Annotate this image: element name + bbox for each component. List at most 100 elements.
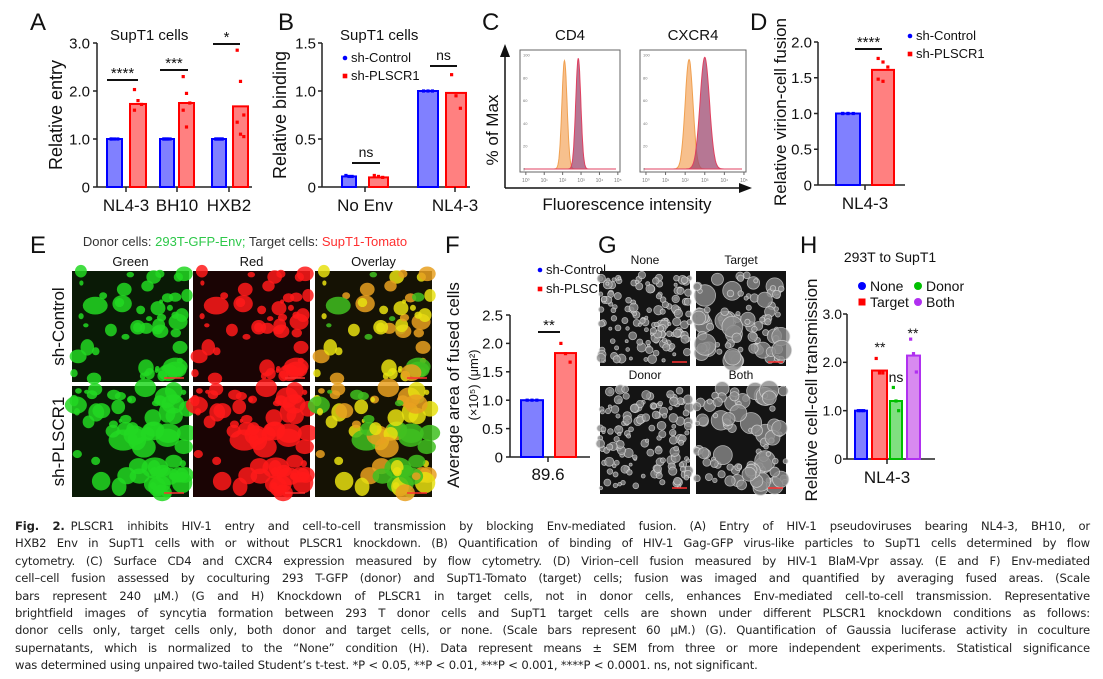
cell	[653, 464, 662, 474]
histogram-curve	[644, 56, 742, 170]
legend-label: Target	[870, 294, 909, 310]
bar-blue-bh10	[159, 138, 175, 188]
histogram-cd4: CD4 10⁰ 10¹ 10² 10³ 10⁴ 10⁵ 0 20 40 60 80 100	[519, 27, 622, 184]
cell	[711, 272, 724, 286]
cell-blob	[331, 383, 346, 396]
data-point	[874, 356, 878, 361]
y-axis-label: Relative entry	[46, 60, 66, 170]
arrow-head-right	[739, 183, 752, 193]
cell-blob	[287, 304, 294, 311]
significance-label: ****	[111, 65, 135, 82]
bar-sh-control-nl4-3	[835, 112, 861, 186]
cell	[692, 282, 702, 291]
cell-blob	[91, 456, 101, 466]
bar-target-nl4-3	[871, 369, 888, 460]
title-prefix: Donor cells:	[83, 234, 155, 249]
cell	[641, 413, 651, 422]
cell-blob	[370, 396, 376, 403]
cell-blob	[72, 450, 82, 459]
cell	[617, 481, 622, 487]
cell	[745, 304, 752, 311]
cell	[598, 485, 604, 491]
cell	[632, 454, 638, 460]
cell	[680, 334, 690, 344]
cell-blob	[212, 471, 232, 491]
data-point	[559, 341, 563, 345]
cell-blob	[78, 313, 84, 320]
cell-blob	[82, 415, 95, 429]
data-point	[238, 79, 243, 83]
cell-blob	[266, 316, 274, 322]
y-tick-label: 2.0	[791, 34, 812, 51]
cell	[666, 330, 673, 337]
cell	[661, 337, 668, 343]
cell	[607, 290, 615, 298]
data-point	[563, 352, 568, 356]
cell	[748, 343, 759, 354]
cell	[724, 348, 742, 366]
cell	[645, 345, 654, 354]
cell	[668, 466, 678, 476]
cell-blob	[149, 466, 159, 477]
cell-blob	[397, 368, 402, 373]
significance-label: ns	[359, 144, 374, 160]
cell	[697, 447, 710, 460]
cell-blob	[155, 467, 181, 486]
cell-blob	[270, 466, 280, 477]
chart-d: 0 0.5 1.0 1.5 2.0 NL4-3 **** Relative virion-ce…	[771, 18, 985, 213]
y-tick-label: 20	[523, 144, 528, 149]
cell	[606, 468, 614, 475]
cell	[683, 394, 694, 405]
donor-label: 293T-GFP-Env;	[155, 234, 245, 249]
microscopy-image-overlay	[312, 264, 436, 385]
cell	[646, 307, 652, 313]
legend-marker-circle	[914, 298, 922, 306]
cell-blob	[175, 308, 189, 322]
cell-blob	[401, 364, 422, 381]
cell-blob	[232, 477, 248, 496]
cell	[703, 306, 711, 314]
x-tick-label: 10¹	[541, 178, 549, 184]
data-point	[162, 137, 166, 141]
cell	[637, 271, 646, 280]
cell-blob	[387, 409, 405, 427]
cell-blob	[359, 282, 375, 297]
cell	[685, 310, 693, 318]
cell	[693, 474, 701, 483]
y-tick-label: 1.0	[295, 83, 316, 100]
cell	[595, 439, 605, 449]
legend-marker-square	[537, 286, 543, 292]
caption-line: supernatants, which is normalized to the…	[15, 640, 1090, 655]
y-tick-label: 1.5	[791, 70, 812, 87]
cell-blob	[203, 415, 216, 429]
cell	[759, 316, 766, 323]
cell-blob	[334, 471, 354, 491]
column-label-green: Green	[112, 254, 148, 269]
x-tick-label: 89.6	[531, 465, 564, 484]
cell	[726, 289, 735, 298]
cell-blob	[136, 305, 146, 315]
data-point	[217, 137, 221, 141]
y-tick-label: 1.5	[482, 364, 503, 381]
data-point	[168, 137, 172, 141]
cell	[636, 338, 644, 346]
legend-label: None	[870, 278, 904, 294]
y-tick-label: 0	[834, 451, 842, 467]
data-point	[372, 173, 376, 178]
bar-red-hxb2	[232, 105, 249, 188]
cell	[608, 326, 613, 331]
cell	[777, 285, 785, 293]
column-label-red: Red	[240, 254, 264, 269]
cell	[645, 281, 651, 287]
cell-blob	[351, 420, 361, 429]
cell-blob	[139, 372, 146, 380]
data-point	[426, 89, 430, 93]
y-tick-label: 1.0	[69, 131, 90, 148]
data-point	[881, 371, 885, 375]
cell	[655, 293, 662, 300]
caption-line: Fig. 2. PLSCR1 inhibits HIV-1 entry and c…	[15, 518, 1090, 535]
cell-blob	[377, 378, 400, 398]
cell	[617, 431, 622, 437]
data-point	[184, 91, 189, 95]
